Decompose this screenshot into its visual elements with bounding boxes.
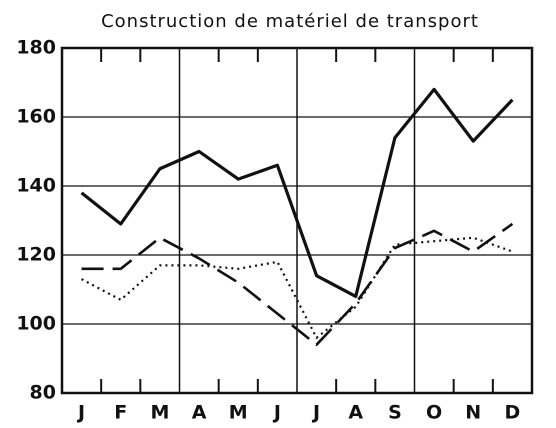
x-tick-label: O xyxy=(426,402,442,424)
y-tick-label: 100 xyxy=(16,313,56,335)
x-tick-label: N xyxy=(465,402,481,424)
x-tick-label: M xyxy=(150,402,169,424)
data-line xyxy=(80,87,514,298)
data-line xyxy=(81,222,514,346)
y-tick-label: 120 xyxy=(16,244,56,266)
x-tick-label: J xyxy=(311,402,320,424)
plot-frame xyxy=(60,46,534,395)
data-line xyxy=(81,236,513,339)
x-tick-label: D xyxy=(505,402,521,424)
y-tick-label: 160 xyxy=(16,106,56,128)
x-tick-label: J xyxy=(76,402,85,424)
y-tick-label: 80 xyxy=(30,382,56,404)
x-tick-label: A xyxy=(348,402,363,424)
chart-title: Construction de matériel de transport xyxy=(101,11,479,32)
x-tick-label: F xyxy=(114,402,127,424)
y-tick-label: 180 xyxy=(16,37,56,59)
x-tick-label: M xyxy=(229,402,248,424)
x-tick-label: A xyxy=(192,402,207,424)
y-tick-label: 140 xyxy=(16,175,56,197)
x-tick-label: J xyxy=(272,402,281,424)
x-tick-label: S xyxy=(388,402,402,424)
